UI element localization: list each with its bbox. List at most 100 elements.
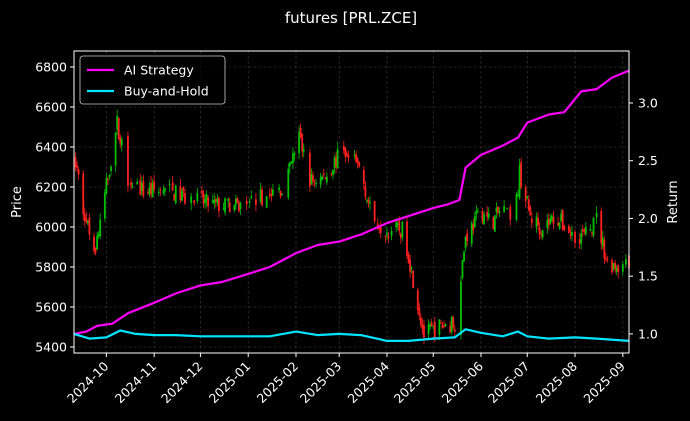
candle-body bbox=[205, 194, 208, 201]
candle-body bbox=[330, 174, 333, 176]
candle-body bbox=[506, 207, 509, 209]
candle-body bbox=[108, 175, 111, 178]
candle-body bbox=[151, 183, 154, 197]
y-axis-right: 1.0 1.5 2.0 2.5 3.0 bbox=[629, 95, 658, 341]
candle-body bbox=[259, 189, 262, 202]
candle-body bbox=[366, 200, 368, 202]
candle-body bbox=[407, 254, 410, 263]
candle-body bbox=[367, 199, 370, 204]
candle-body bbox=[201, 190, 203, 194]
candle-body bbox=[430, 323, 433, 327]
candle-body bbox=[515, 194, 518, 221]
candle-body bbox=[319, 176, 322, 185]
candle-body bbox=[549, 218, 552, 224]
chart-title: futures [PRL.ZCE] bbox=[285, 9, 417, 27]
candle-body bbox=[127, 135, 129, 186]
candle-body bbox=[440, 322, 442, 324]
candle-body bbox=[157, 191, 160, 193]
candle-body bbox=[171, 182, 174, 191]
candle-body bbox=[481, 211, 484, 222]
candle-body bbox=[578, 239, 581, 244]
candle-body bbox=[409, 259, 411, 272]
x-tick-label: 2025-07 bbox=[485, 359, 533, 407]
candle-body bbox=[477, 211, 479, 213]
candle-body bbox=[387, 236, 390, 239]
candle-body bbox=[567, 226, 570, 234]
candle-body bbox=[398, 219, 401, 232]
y-left-tick-label: 5400 bbox=[35, 340, 67, 355]
candle-body bbox=[535, 216, 538, 227]
candle-body bbox=[358, 162, 361, 167]
candle-body bbox=[452, 317, 455, 328]
candle-body bbox=[86, 220, 89, 223]
candle-body bbox=[379, 226, 382, 233]
candle-body bbox=[322, 173, 325, 175]
candle-body bbox=[419, 317, 422, 325]
candle-body bbox=[196, 192, 199, 201]
candle-body bbox=[546, 220, 549, 228]
candle-body bbox=[278, 187, 280, 191]
candle-body bbox=[190, 196, 193, 204]
candle-body bbox=[557, 222, 559, 227]
candle-body bbox=[325, 176, 328, 183]
candle-body bbox=[537, 217, 539, 226]
candle-body bbox=[120, 139, 123, 146]
candle-body bbox=[453, 329, 456, 332]
candle-body bbox=[236, 197, 239, 203]
candle-body bbox=[103, 192, 106, 219]
candle-body bbox=[483, 214, 485, 225]
candle-body bbox=[601, 237, 604, 247]
candle-body bbox=[487, 213, 490, 218]
candle-body bbox=[449, 325, 452, 333]
candle-body bbox=[498, 211, 501, 213]
candle-body bbox=[181, 190, 183, 201]
x-tick-label: 2025-08 bbox=[533, 358, 581, 406]
candle-body bbox=[107, 179, 109, 181]
candle-body bbox=[524, 187, 527, 201]
candle-body bbox=[540, 233, 543, 235]
candle-body bbox=[211, 200, 214, 203]
candle-body bbox=[310, 174, 313, 184]
y-left-tick-label: 6000 bbox=[35, 220, 67, 235]
candle-body bbox=[168, 184, 171, 186]
candle-body bbox=[517, 194, 519, 196]
candle-body bbox=[139, 180, 142, 195]
candle-body bbox=[99, 219, 102, 237]
candle-body bbox=[222, 208, 225, 210]
candle-body bbox=[563, 225, 566, 230]
y-left-tick-label: 5600 bbox=[35, 300, 67, 315]
candle-body bbox=[441, 324, 444, 329]
candle-body bbox=[497, 206, 499, 213]
buy-and-hold-line bbox=[73, 328, 630, 342]
candle-body bbox=[503, 206, 506, 213]
candle-body bbox=[227, 199, 230, 201]
candle-body bbox=[96, 235, 99, 250]
y-left-tick-label: 6600 bbox=[35, 100, 67, 115]
candle-body bbox=[117, 117, 120, 140]
x-tick-label: 2025-06 bbox=[439, 358, 487, 406]
candle-body bbox=[464, 236, 467, 248]
candle-body bbox=[547, 218, 550, 226]
candle-body bbox=[93, 236, 95, 251]
candle-body bbox=[530, 218, 533, 224]
candle-body bbox=[228, 202, 231, 213]
candle-body bbox=[541, 230, 544, 238]
candle-body bbox=[470, 223, 473, 244]
candle-body bbox=[390, 231, 393, 236]
candle-body bbox=[265, 196, 268, 208]
candle-body bbox=[342, 145, 345, 151]
y-left-tick-label: 5800 bbox=[35, 260, 67, 275]
candle-body bbox=[560, 213, 563, 222]
candle-body bbox=[526, 196, 529, 198]
candle-body bbox=[293, 153, 296, 156]
candle-body bbox=[423, 324, 425, 338]
candle-body bbox=[245, 200, 248, 205]
y-right-tick-label: 1.5 bbox=[638, 269, 658, 284]
candle-body bbox=[313, 180, 316, 182]
candle-body bbox=[344, 148, 347, 157]
candle-body bbox=[238, 202, 240, 212]
candle-body bbox=[466, 233, 469, 242]
candle-body bbox=[615, 267, 618, 272]
candle-body bbox=[248, 201, 251, 203]
